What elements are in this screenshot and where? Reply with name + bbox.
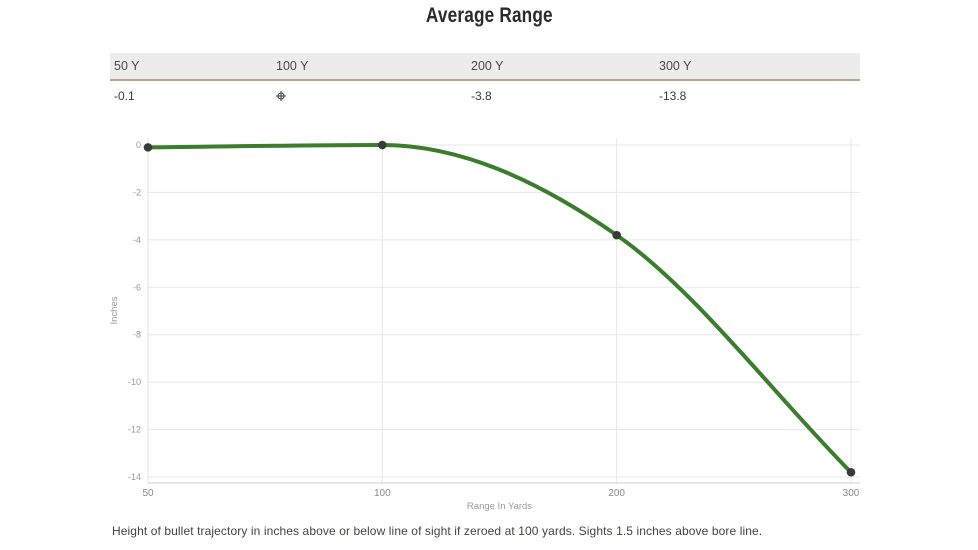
x-tick-label: 200	[608, 488, 625, 499]
value-cell-200y: -3.8	[471, 89, 492, 103]
x-tick-label: 50	[142, 488, 154, 499]
y-tick-label: -14	[128, 472, 141, 482]
data-point-marker	[143, 143, 153, 152]
y-tick-label: -6	[133, 282, 141, 292]
y-tick-label: -4	[133, 235, 141, 245]
data-point-marker	[846, 467, 856, 477]
range-table: 50 Y 100 Y 200 Y 300 Y -0.1 -3.8 -13.8	[110, 53, 860, 111]
header-cell-100y: 100 Y	[276, 59, 309, 73]
data-point-marker	[612, 230, 621, 240]
data-point-marker	[378, 140, 387, 150]
chart-caption: Height of bullet trajectory in inches ab…	[112, 524, 763, 538]
y-tick-label: -10	[128, 377, 141, 387]
table-header-row: 50 Y 100 Y 200 Y 300 Y	[110, 53, 860, 81]
page-title-wrap: Average Range	[0, 4, 978, 28]
header-cell-300y: 300 Y	[659, 59, 692, 73]
page-title: Average Range	[425, 4, 553, 27]
table-value-row: -0.1 -3.8 -13.8	[110, 81, 860, 111]
x-axis-title: Range In Yards	[467, 501, 532, 512]
y-tick-label: -12	[128, 425, 141, 435]
value-cell-50y: -0.1	[114, 89, 135, 103]
crosshair-icon	[276, 90, 286, 101]
y-tick-label: 0	[136, 140, 141, 150]
y-tick-label: -8	[133, 330, 141, 340]
value-cell-300y: -13.8	[659, 89, 687, 103]
x-tick-label: 100	[374, 488, 391, 499]
trajectory-chart: 0 -2 -4 -6 -8 -10 -12 -14 50 100 200 300 Range In Ya…	[0, 128, 978, 520]
value-cell-100y	[272, 81, 467, 111]
y-axis-title: Inches	[109, 296, 120, 324]
header-cell-50y: 50 Y	[114, 59, 140, 73]
trajectory-line	[146, 142, 853, 475]
header-cell-200y: 200 Y	[471, 59, 504, 73]
y-tick-label: -2	[133, 187, 141, 197]
x-tick-label: 300	[843, 488, 860, 499]
